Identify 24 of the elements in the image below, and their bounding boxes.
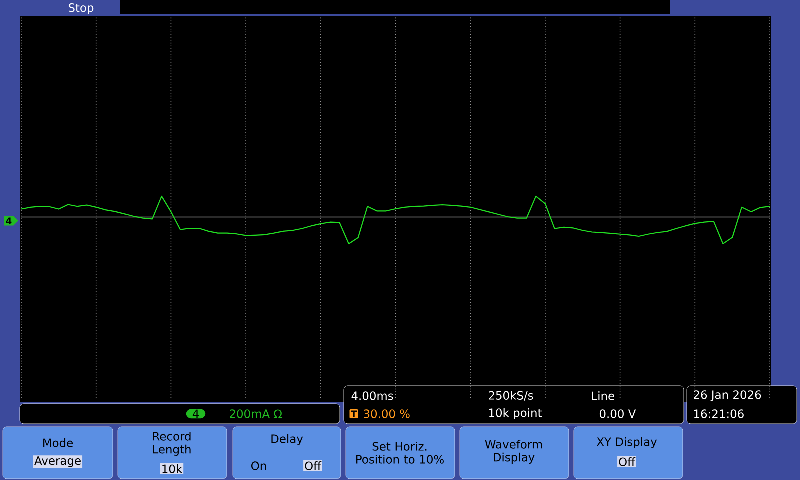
text: 10k point xyxy=(489,408,542,420)
text: 4 xyxy=(6,218,12,224)
text: Waveform Display xyxy=(485,440,542,464)
text: XY Display xyxy=(596,437,658,449)
text: Stop xyxy=(68,4,94,14)
text: T xyxy=(350,410,358,418)
text: Off xyxy=(619,458,636,466)
text: On xyxy=(252,462,266,470)
text: 16:21:06 xyxy=(694,410,744,418)
text: 4 xyxy=(192,410,200,418)
text: 26 Jan 2026 xyxy=(694,390,762,402)
text: Line xyxy=(592,392,614,400)
text: Set Horiz. Position to 10% xyxy=(356,442,444,464)
text: Delay xyxy=(272,434,304,446)
text: 30.00 % xyxy=(364,410,410,418)
text: 4.00ms xyxy=(352,392,394,400)
text: 250kS/s xyxy=(489,391,534,401)
text: Record Length xyxy=(153,432,191,456)
text: Mode xyxy=(44,438,74,448)
text: Off xyxy=(305,462,322,470)
text: 200mA Ω xyxy=(230,410,282,418)
text: Average xyxy=(34,456,81,468)
text: 10k xyxy=(162,464,183,474)
text: 0.00 V xyxy=(600,410,636,418)
